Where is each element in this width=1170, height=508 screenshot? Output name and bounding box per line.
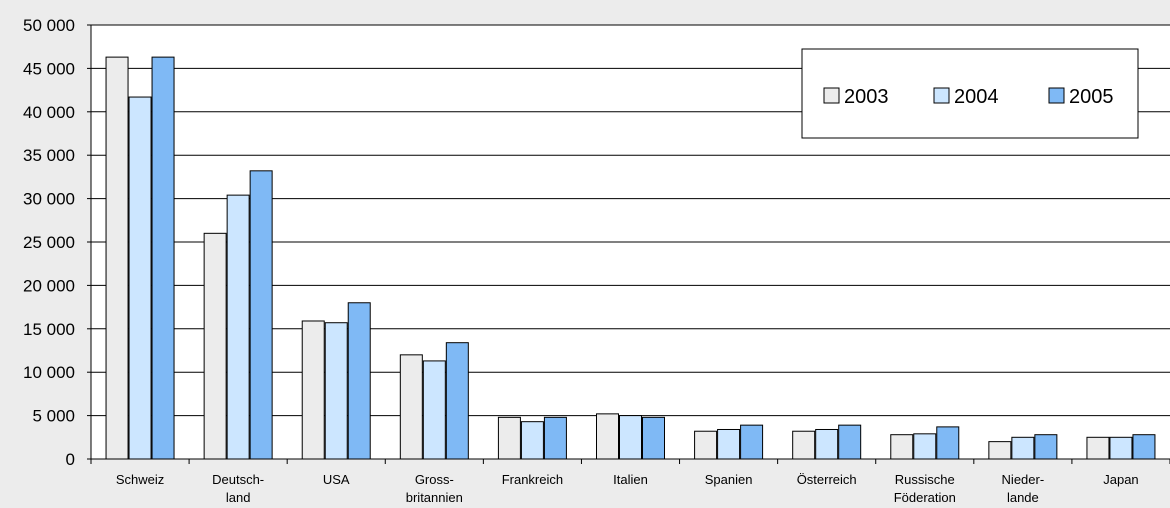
- bar-2003: [1086, 436, 1110, 460]
- x-tick-label: Nieder-lande: [1002, 472, 1045, 505]
- y-tick-label: 30 000: [23, 190, 75, 209]
- bar-2003: [694, 430, 718, 460]
- x-tick-label: Österreich: [797, 472, 857, 487]
- bar-2003: [301, 320, 325, 460]
- bar-2003: [792, 430, 816, 460]
- x-tick-label: Gross-britannien: [406, 472, 463, 505]
- bar-2005: [740, 424, 764, 460]
- bar-2004: [815, 428, 839, 460]
- y-tick-label: 15 000: [23, 320, 75, 339]
- bar-2005: [249, 170, 273, 460]
- y-tick-label: 5 000: [32, 407, 75, 426]
- y-tick-label: 40 000: [23, 103, 75, 122]
- bar-2003: [890, 434, 914, 460]
- legend-swatch-2005: [1048, 87, 1065, 104]
- y-tick-label: 45 000: [23, 59, 75, 78]
- legend-label-2004: 2004: [954, 86, 999, 108]
- bar-2005: [151, 56, 175, 460]
- bar-2004: [520, 421, 544, 460]
- bar-2005: [543, 416, 567, 460]
- y-tick-labels: 0 5 000 10 000 15 000 20 000 25 000 30 000 35 0…: [23, 16, 75, 469]
- y-tick-label: 50 000: [23, 16, 75, 35]
- bar-2005: [936, 426, 960, 460]
- bar-2004: [422, 360, 446, 460]
- x-tick-label: Frankreich: [502, 472, 563, 487]
- bar-2003: [497, 416, 521, 460]
- bar-2004: [1011, 436, 1035, 460]
- y-tick-label: 20 000: [23, 276, 75, 295]
- x-tick-label: Japan: [1103, 472, 1138, 487]
- legend-swatch-2003: [823, 87, 840, 104]
- x-tick-label: Italien: [613, 472, 648, 487]
- x-tick-label: USA: [323, 472, 350, 487]
- legend-box: [801, 48, 1139, 139]
- x-tick-label: Deutsch-land: [212, 472, 264, 505]
- bar-2004: [1109, 436, 1133, 460]
- bar-2003: [105, 56, 129, 460]
- bar-2005: [1034, 434, 1058, 460]
- y-tick-label: 25 000: [23, 233, 75, 252]
- bar-2005: [445, 342, 469, 460]
- bar-2004: [226, 194, 250, 460]
- bar-2004: [717, 428, 741, 460]
- legend: 2003 2004 2005: [801, 48, 1139, 139]
- bar-2005: [1132, 434, 1156, 460]
- bar-2004: [913, 433, 937, 460]
- y-tick-label: 10 000: [23, 363, 75, 382]
- bar-2003: [399, 354, 423, 460]
- legend-swatch-2004: [933, 87, 950, 104]
- bar-2003: [596, 413, 619, 460]
- bar-2004: [128, 96, 152, 460]
- bar-2005: [838, 424, 862, 460]
- axes: [90, 25, 1170, 460]
- x-tick-label: Russische Föderation: [894, 472, 956, 505]
- bar-2003: [988, 441, 1012, 460]
- bar-2004: [619, 415, 642, 460]
- bar-2005: [642, 416, 665, 460]
- y-tick-label: 0: [66, 450, 75, 469]
- x-tick-label: Spanien: [705, 472, 753, 487]
- legend-label-2005: 2005: [1069, 86, 1114, 108]
- legend-label-2003: 2003: [844, 86, 889, 108]
- y-tick-label: 35 000: [23, 146, 75, 165]
- x-tick-labels: Schweiz Deutsch-land USA Gross-britannien Fr…: [116, 472, 1139, 505]
- bars: [105, 56, 1156, 460]
- bar-2005: [347, 302, 371, 460]
- bar-2003: [203, 232, 227, 460]
- bar-2004: [324, 322, 348, 460]
- x-tick-label: Schweiz: [116, 472, 164, 487]
